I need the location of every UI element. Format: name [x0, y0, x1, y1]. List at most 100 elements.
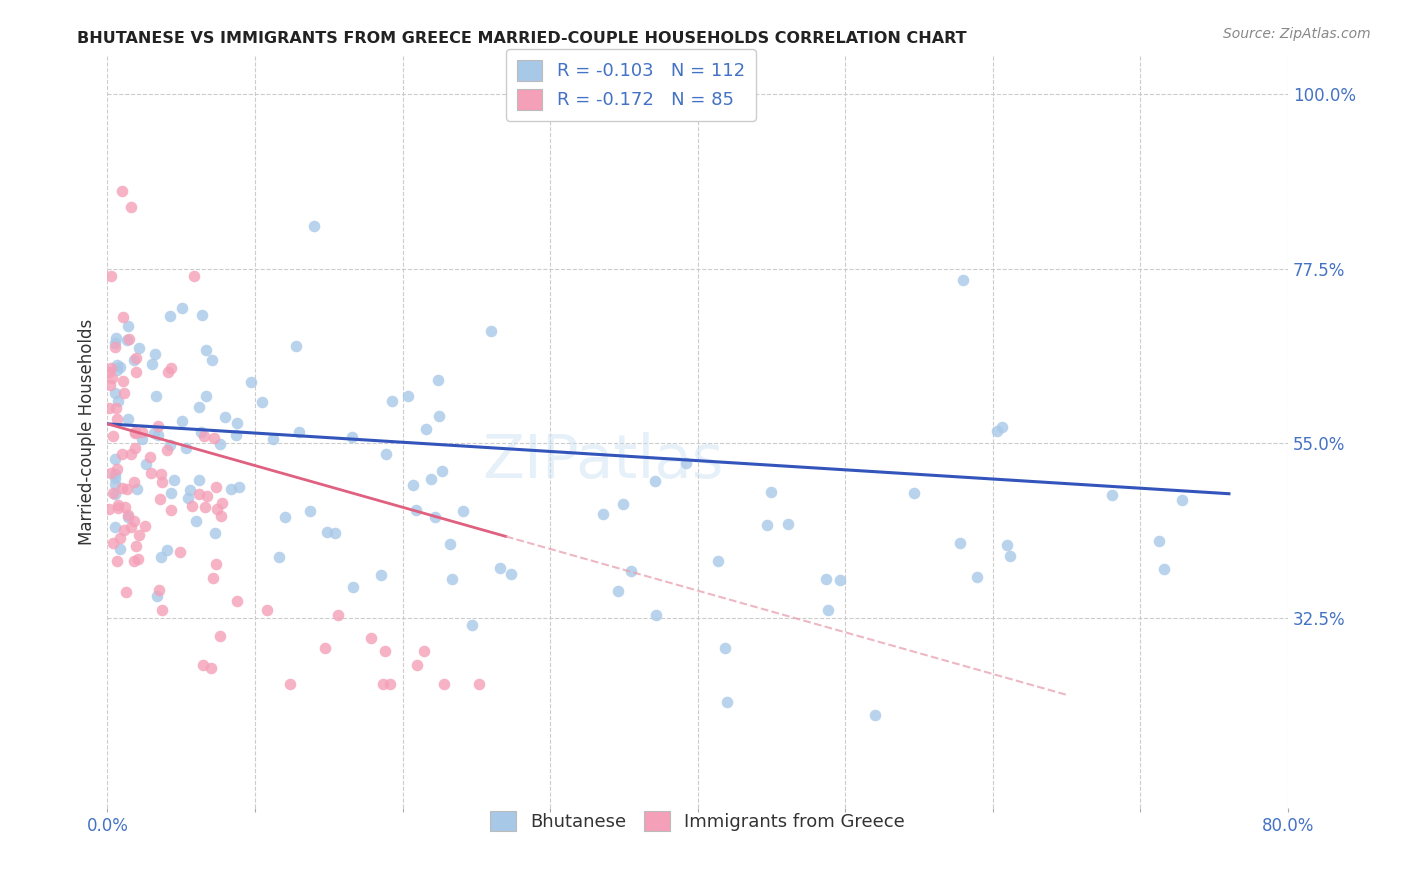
Point	[952, 273, 974, 287]
Point	[225, 416, 247, 430]
Point	[903, 486, 925, 500]
Point	[1147, 533, 1170, 548]
Point	[214, 409, 236, 424]
Point	[208, 629, 231, 643]
Point	[108, 531, 131, 545]
Point	[120, 520, 142, 534]
Point	[104, 401, 127, 415]
Point	[239, 376, 262, 390]
Point	[501, 566, 523, 581]
Point	[179, 483, 201, 497]
Point	[107, 500, 129, 515]
Point	[141, 466, 163, 480]
Point	[124, 425, 146, 439]
Point	[374, 447, 396, 461]
Point	[396, 389, 419, 403]
Point	[1101, 488, 1123, 502]
Point	[115, 482, 138, 496]
Point	[149, 492, 172, 507]
Point	[172, 414, 194, 428]
Point	[100, 360, 122, 375]
Point	[226, 593, 249, 607]
Point	[112, 386, 135, 401]
Point	[949, 536, 972, 550]
Point	[828, 573, 851, 587]
Point	[117, 509, 139, 524]
Point	[195, 489, 218, 503]
Legend: Bhutanese, Immigrants from Greece: Bhutanese, Immigrants from Greece	[481, 802, 914, 840]
Point	[314, 640, 336, 655]
Point	[228, 480, 250, 494]
Point	[128, 528, 150, 542]
Point	[430, 464, 453, 478]
Point	[145, 389, 167, 403]
Point	[342, 580, 364, 594]
Point	[323, 525, 346, 540]
Point	[152, 475, 174, 489]
Point	[105, 554, 128, 568]
Point	[378, 677, 401, 691]
Point	[274, 509, 297, 524]
Point	[716, 695, 738, 709]
Point	[117, 508, 139, 522]
Point	[122, 352, 145, 367]
Point	[127, 482, 149, 496]
Point	[592, 507, 614, 521]
Point	[100, 466, 122, 480]
Point	[489, 561, 512, 575]
Point	[149, 467, 172, 482]
Point	[219, 482, 242, 496]
Point	[98, 501, 121, 516]
Point	[201, 353, 224, 368]
Point	[202, 571, 225, 585]
Point	[169, 545, 191, 559]
Point	[159, 309, 181, 323]
Point	[104, 520, 127, 534]
Point	[141, 357, 163, 371]
Point	[479, 324, 502, 338]
Point	[200, 661, 222, 675]
Point	[156, 365, 179, 379]
Point	[966, 570, 988, 584]
Y-axis label: Married-couple Households: Married-couple Households	[79, 318, 96, 545]
Point	[433, 677, 456, 691]
Point	[761, 484, 783, 499]
Point	[340, 430, 363, 444]
Point	[998, 549, 1021, 564]
Point	[135, 457, 157, 471]
Point	[225, 427, 247, 442]
Point	[125, 351, 148, 365]
Point	[440, 572, 463, 586]
Point	[250, 394, 273, 409]
Point	[190, 425, 212, 440]
Point	[187, 401, 209, 415]
Point	[204, 480, 226, 494]
Point	[104, 340, 127, 354]
Point	[302, 219, 325, 233]
Point	[370, 568, 392, 582]
Point	[114, 500, 136, 515]
Point	[1153, 562, 1175, 576]
Point	[211, 496, 233, 510]
Point	[612, 498, 634, 512]
Point	[713, 641, 735, 656]
Point	[413, 644, 436, 658]
Point	[160, 360, 183, 375]
Point	[315, 524, 337, 539]
Point	[111, 447, 134, 461]
Point	[131, 432, 153, 446]
Point	[101, 536, 124, 550]
Point	[419, 472, 441, 486]
Point	[184, 514, 207, 528]
Point	[645, 608, 668, 623]
Point	[172, 301, 194, 315]
Point	[256, 603, 278, 617]
Point	[120, 200, 142, 214]
Point	[204, 526, 226, 541]
Point	[134, 518, 156, 533]
Point	[100, 269, 122, 284]
Point	[209, 509, 232, 524]
Point	[150, 603, 173, 617]
Point	[104, 477, 127, 491]
Point	[101, 371, 124, 385]
